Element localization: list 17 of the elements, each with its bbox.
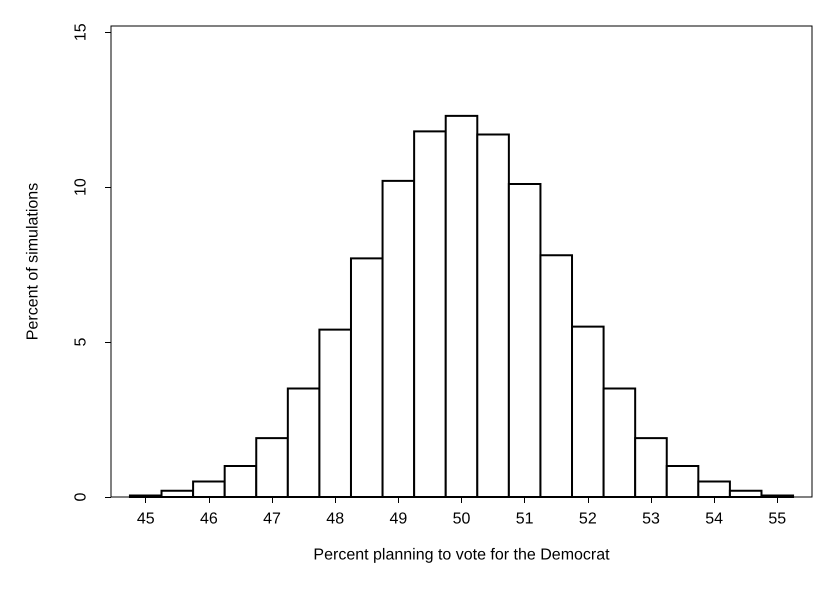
- y-axis-title: Percent of simulations: [24, 182, 42, 340]
- x-tick-label: 49: [389, 510, 408, 528]
- y-tick-label: 15: [72, 23, 90, 42]
- x-tick-label: 47: [263, 510, 282, 528]
- x-tick-label: 52: [578, 510, 597, 528]
- x-tick-label: 54: [705, 510, 724, 528]
- y-tick-label: 0: [72, 492, 90, 502]
- x-tick-label: 50: [452, 510, 470, 528]
- x-tick-label: 51: [516, 510, 534, 528]
- x-tick-label: 45: [136, 510, 155, 528]
- x-tick-label: 55: [768, 510, 786, 528]
- x-tick-label: 53: [642, 510, 660, 528]
- y-tick-label: 5: [72, 338, 90, 347]
- x-tick-label: 46: [200, 510, 218, 528]
- x-axis-title: Percent planning to vote for the Democrat: [313, 546, 610, 564]
- y-tick-label: 10: [72, 178, 90, 196]
- x-tick-label: 48: [326, 510, 344, 528]
